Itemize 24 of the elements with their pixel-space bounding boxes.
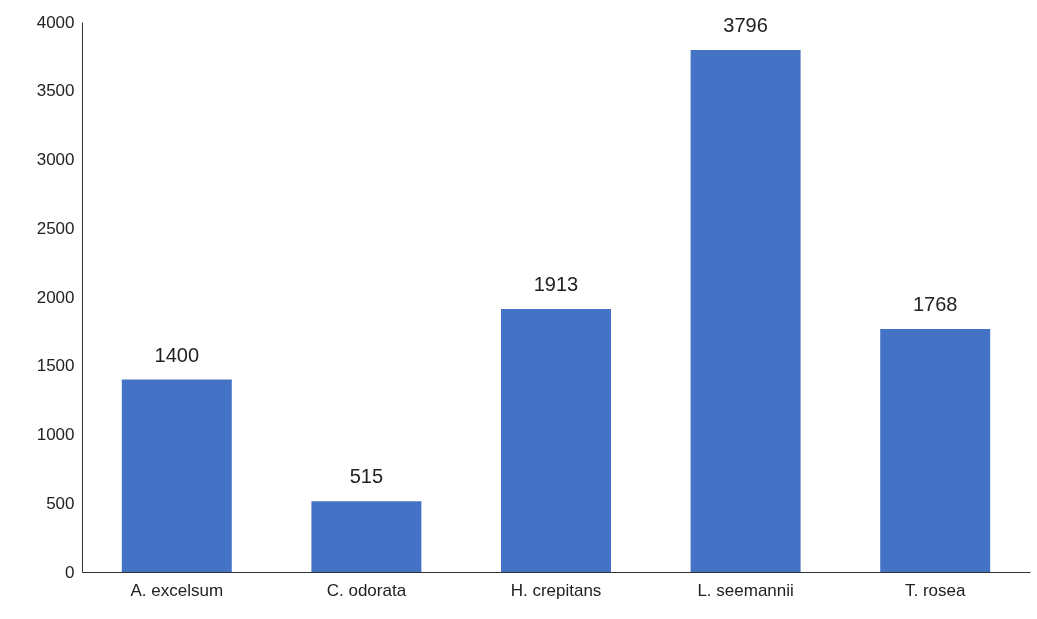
- data-label: 515: [349, 465, 384, 488]
- y-tick-label: 1000: [36, 425, 75, 444]
- x-tick-label: H. crepitans: [510, 580, 602, 600]
- x-tick-label: C. odorata: [326, 580, 407, 600]
- data-label: 1768: [912, 292, 958, 315]
- y-tick-label: 4000: [36, 12, 75, 32]
- data-label: 1913: [533, 272, 579, 295]
- y-tick-label: 2000: [36, 287, 75, 307]
- y-tick-label: 2500: [36, 218, 75, 238]
- bar: [880, 328, 991, 572]
- bar: [501, 308, 611, 572]
- bar: [311, 501, 422, 572]
- data-label: 1400: [154, 343, 200, 366]
- x-tick-label: L. seemannii: [697, 580, 794, 600]
- y-tick-label: 1500: [36, 356, 75, 376]
- data-label: 3796: [723, 14, 768, 37]
- x-tick-label: T. rosea: [904, 580, 966, 600]
- x-tick-label: A. excelsum: [130, 580, 224, 600]
- y-tick-label: 3500: [36, 81, 75, 101]
- y-tick-label: 3000: [36, 150, 75, 169]
- bar: [690, 50, 801, 572]
- y-tick-label: 0: [65, 562, 75, 582]
- bar: [121, 379, 232, 572]
- y-tick-label: 500: [46, 493, 75, 513]
